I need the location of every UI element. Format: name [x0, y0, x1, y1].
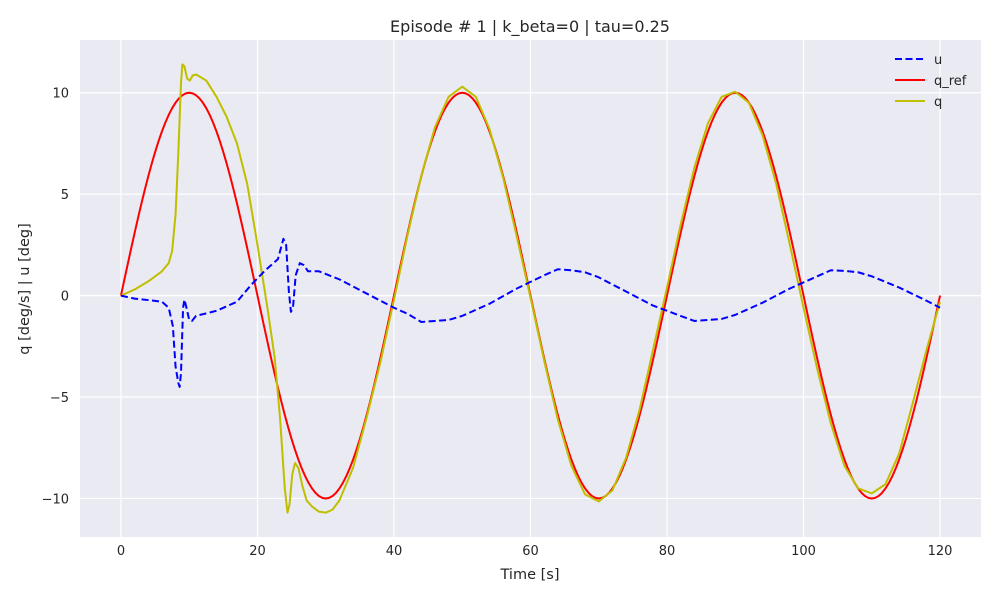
y-tick-label: −10	[42, 492, 69, 507]
y-tick-label: 10	[52, 87, 69, 102]
x-tick-label: 100	[791, 544, 816, 559]
series-line-u	[120, 237, 941, 388]
series-layer	[119, 63, 942, 514]
x-tick-label: 60	[522, 544, 539, 559]
y-tick-label: 0	[61, 290, 69, 305]
chart-title: Episode # 1 | k_beta=0 | tau=0.25	[390, 17, 670, 37]
legend-label-u: u	[934, 53, 942, 68]
x-tick-label: 120	[928, 544, 953, 559]
y-axis-label: q [deg/s] | u [deg]	[17, 223, 33, 354]
y-tick-label: 5	[61, 188, 69, 203]
tick-labels: 0 20 40 60 80 100 120 −10 −5 0 5 10	[42, 87, 953, 559]
x-tick-label: 20	[249, 544, 266, 559]
series-line-q	[120, 63, 942, 514]
x-tick-label: 80	[659, 544, 676, 559]
legend-label-q-ref: q_ref	[934, 74, 967, 89]
x-axis-label: Time [s]	[500, 567, 560, 583]
y-tick-label: −5	[50, 391, 69, 406]
grid	[80, 40, 981, 537]
x-tick-label: 40	[386, 544, 403, 559]
legend: u q_ref q	[895, 53, 967, 110]
legend-label-q: q	[934, 95, 942, 110]
x-tick-label: 0	[117, 544, 125, 559]
